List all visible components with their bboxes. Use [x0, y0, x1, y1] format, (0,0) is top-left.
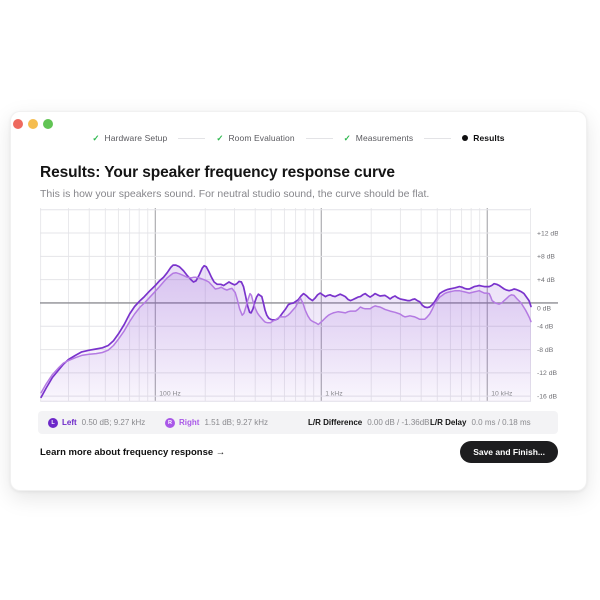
svg-text:+4 dB: +4 dB [537, 277, 555, 284]
step-hardware-setup[interactable]: ✓ Hardware Setup [92, 133, 167, 143]
left-channel-badge: L [48, 417, 58, 428]
check-icon: ✓ [216, 132, 224, 143]
svg-text:100 Hz: 100 Hz [159, 391, 181, 398]
legend-value: 0.00 dB / -1.36dB [367, 418, 430, 427]
step-connector [305, 137, 333, 139]
frequency-response-chart[interactable]: +12 dB +8 dB +4 dB 0 dB -4 dB -8 dB -12 dB -16 … [40, 208, 559, 402]
svg-text:-16 dB: -16 dB [537, 393, 557, 400]
check-icon: ✓ [343, 132, 351, 143]
zoom-button[interactable] [43, 119, 53, 129]
svg-text:1 kHz: 1 kHz [325, 391, 343, 398]
svg-text:+8 dB: +8 dB [537, 254, 555, 261]
legend-value: 0.0 ms / 0.18 ms [471, 418, 531, 427]
footer-row: Learn more about frequency response → Sa… [40, 440, 558, 464]
step-label: Results [473, 133, 505, 143]
measurement-summary-bar: L Left 0.50 dB; 9.27 kHz R Right 1.51 dB; 9.2… [38, 411, 558, 434]
step-room-evaluation[interactable]: ✓ Room Evaluation [216, 133, 294, 143]
step-label: Hardware Setup [104, 133, 168, 143]
legend-left: L Left 0.50 dB; 9.27 kHz [48, 417, 165, 428]
legend-right: R Right 1.51 dB; 9.27 kHz [165, 417, 308, 428]
step-connector [178, 137, 206, 139]
frequency-response-svg: +12 dB +8 dB +4 dB 0 dB -4 dB -8 dB -12 dB -16 … [40, 208, 559, 402]
svg-text:-12 dB: -12 dB [537, 370, 557, 377]
svg-text:+12 dB: +12 dB [537, 230, 558, 237]
learn-more-link[interactable]: Learn more about frequency response → [40, 446, 226, 458]
svg-text:0 dB: 0 dB [537, 305, 551, 312]
legend-value: 1.51 dB; 9.27 kHz [204, 418, 269, 427]
check-icon: ✓ [92, 132, 100, 143]
legend-l-r-delay: L/R Delay 0.0 ms / 0.18 ms [430, 418, 531, 427]
legend-l-r-difference: L/R Difference 0.00 dB / -1.36dB [308, 418, 430, 427]
page-subtitle: This is how your speakers sound. For neu… [40, 188, 430, 200]
right-channel-badge: R [165, 417, 175, 428]
legend-name: Right [179, 418, 200, 427]
legend-value: 0.50 dB; 9.27 kHz [81, 418, 146, 427]
legend-name: L/R Delay [430, 418, 467, 427]
window-controls [13, 119, 55, 129]
step-measurements[interactable]: ✓ Measurements [344, 133, 414, 143]
current-step-dot-icon [462, 135, 469, 141]
step-label: Room Evaluation [228, 133, 295, 143]
step-connector [424, 137, 452, 139]
page-title: Results: Your speaker frequency response… [40, 164, 395, 181]
setup-stepper: ✓ Hardware Setup ✓ Room Evaluation ✓ Measurem… [10, 133, 587, 143]
svg-text:-4 dB: -4 dB [537, 324, 554, 331]
close-button[interactable] [13, 119, 23, 129]
minimize-button[interactable] [28, 119, 38, 129]
step-label: Measurements [355, 133, 414, 143]
legend-name: L/R Difference [308, 418, 363, 427]
svg-text:10 kHz: 10 kHz [491, 391, 513, 398]
save-and-finish-button[interactable]: Save and Finish... [460, 441, 558, 463]
svg-text:-8 dB: -8 dB [537, 347, 554, 354]
legend-name: Left [62, 418, 77, 427]
step-results[interactable]: Results [462, 133, 505, 143]
